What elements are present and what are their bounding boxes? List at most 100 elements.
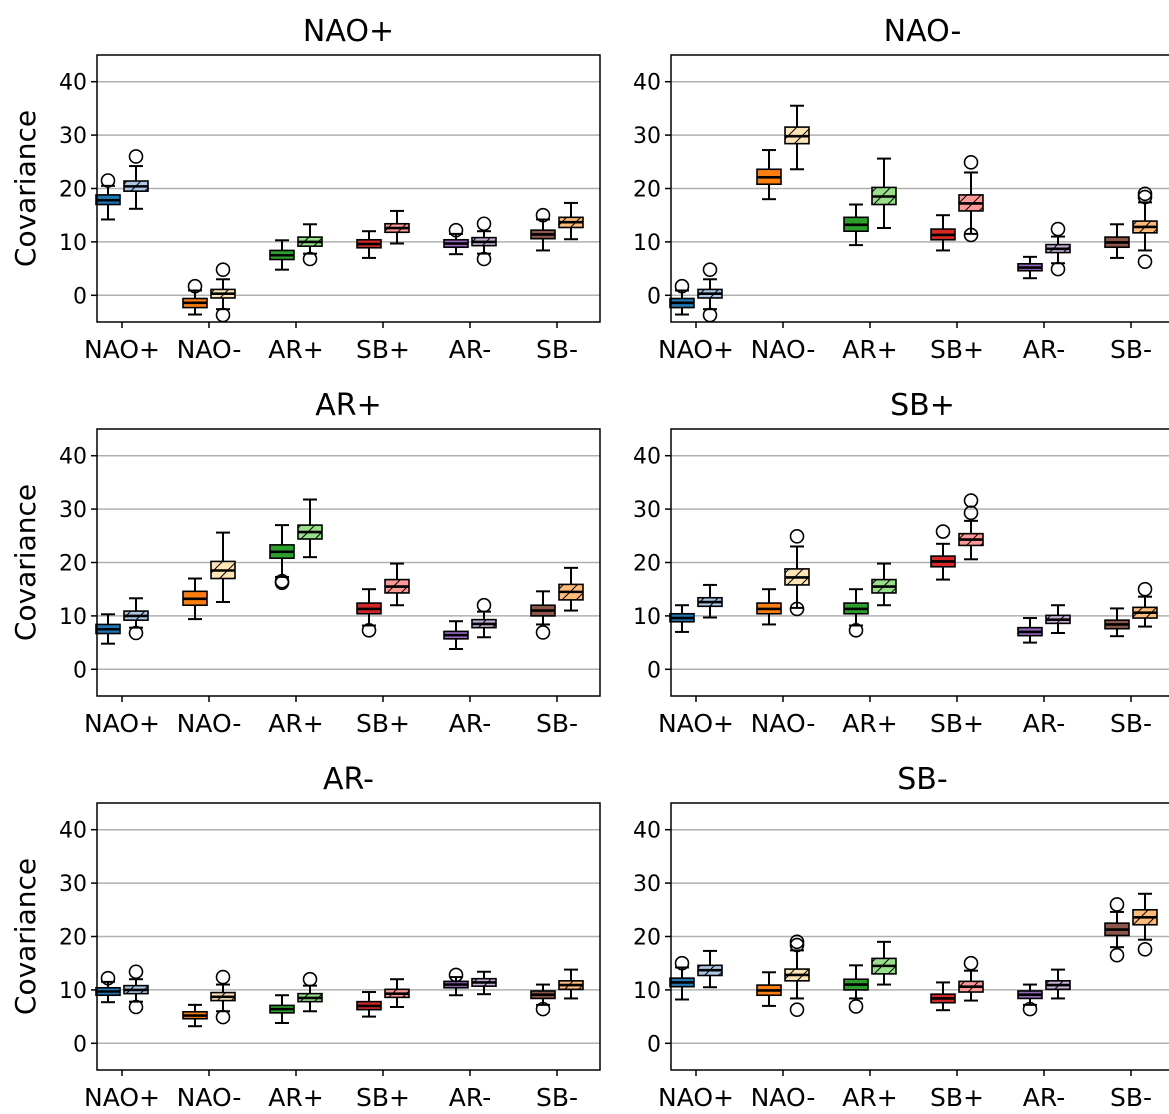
y-tick-label: 30 (633, 872, 661, 897)
box-SBminus-1 (530, 983, 556, 1017)
outlier-point (476, 251, 492, 267)
y-tick-label: 30 (59, 124, 87, 149)
box-ARplus-2 (297, 223, 323, 267)
outlier-point (448, 967, 464, 983)
panel-title: SB- (897, 762, 947, 797)
y-tick-label: 10 (59, 979, 87, 1004)
x-tick-label: SB+ (356, 1083, 410, 1112)
x-tick-label: NAO- (751, 709, 816, 738)
box-SBminus-1 (1104, 607, 1130, 638)
box-ARminus-2 (1045, 968, 1071, 1000)
box-NAOplus-1 (95, 173, 121, 221)
x-tick-label: NAO- (177, 709, 242, 738)
outlier-point (789, 934, 805, 950)
panel-5: AR- 0 10 20 30 40 Covariance NAO+ NAO- AR+ SB+ AR- S… (9, 762, 601, 1112)
x-tick-label: AR- (1023, 335, 1065, 364)
outlier-point (848, 623, 864, 638)
box-SBminus-2 (558, 201, 584, 241)
box-SBminus-1 (530, 207, 556, 252)
box-ARplus-1 (843, 203, 869, 247)
y-tick-label: 10 (633, 231, 661, 256)
x-tick-label: NAO+ (658, 1083, 734, 1112)
outlier-point (1022, 1001, 1038, 1017)
panel-6: SB- 0 10 20 30 40 NAO+ NAO- AR+ SB+ AR- SB- (633, 762, 1169, 1112)
outlier-point (535, 207, 551, 223)
y-tick-label: 20 (59, 552, 87, 577)
outlier-point (1137, 186, 1153, 202)
box-NAOminus-1 (182, 278, 208, 316)
box-SBminus-1 (1104, 223, 1130, 259)
y-tick-label: 40 (633, 71, 661, 96)
outlier-point (963, 155, 979, 170)
box-ARminus-2 (471, 216, 497, 267)
panel-title: SB+ (890, 388, 955, 423)
x-tick-label: SB+ (356, 709, 410, 738)
outlier-point (1050, 221, 1066, 237)
x-tick-label: AR- (449, 1083, 491, 1112)
panel-title: NAO- (884, 14, 962, 49)
plot-frame (670, 54, 1169, 323)
box-SBminus-2 (1132, 581, 1158, 628)
box-SBminus-2 (1132, 186, 1158, 269)
box-ARminus-2 (1045, 221, 1071, 277)
outlier-point (476, 216, 492, 232)
box-SBplus-2 (958, 493, 984, 561)
y-tick-label: 20 (59, 178, 87, 203)
x-tick-label: SB+ (356, 335, 410, 364)
y-tick-label: 20 (633, 926, 661, 951)
box-ARminus-1 (443, 967, 469, 997)
x-tick-label: NAO+ (84, 709, 160, 738)
plot-frame (96, 54, 601, 323)
outlier-point (1137, 942, 1153, 957)
box-NAOminus-1 (182, 577, 208, 621)
outlier-point (789, 529, 805, 544)
box-NAOplus-1 (95, 970, 121, 1004)
outlier-point (535, 625, 551, 640)
box-ARplus-2 (871, 940, 897, 986)
panel-4: SB+ 0 10 20 30 40 NAO+ NAO- AR+ SB+ AR- SB- (633, 388, 1169, 738)
box-NAOplus-1 (669, 278, 695, 316)
box-ARminus-1 (1017, 983, 1043, 1017)
y-tick-label: 40 (59, 819, 87, 844)
box-SBplus-2 (958, 155, 984, 243)
box-ARminus-1 (443, 222, 469, 256)
panel-1: NAO+ 0 10 20 30 40 Covariance NAO+ NAO- AR+ SB+ AR-… (9, 14, 601, 364)
x-tick-label: SB+ (930, 709, 984, 738)
x-tick-label: NAO- (751, 1083, 816, 1112)
box-NAOminus-2 (210, 531, 236, 604)
x-tick-label: AR+ (268, 1083, 323, 1112)
box-SBminus-2 (558, 968, 584, 1000)
x-tick-label: NAO+ (84, 335, 160, 364)
box-SBplus-1 (356, 991, 382, 1018)
box-ARminus-1 (443, 620, 469, 651)
outlier-point (128, 625, 144, 641)
box-NAOminus-2 (784, 529, 810, 617)
outlier-point (1109, 947, 1125, 963)
y-tick-label: 30 (59, 872, 87, 897)
outlier-point (302, 971, 318, 987)
outlier-point (100, 173, 116, 188)
plot-frame (670, 802, 1169, 1071)
box-SBplus-1 (356, 588, 382, 638)
x-tick-label: AR- (449, 335, 491, 364)
box-SBplus-2 (958, 955, 984, 1002)
outlier-point (1137, 189, 1153, 205)
box-NAOplus-2 (123, 964, 149, 1015)
outlier-point (702, 307, 718, 323)
box-SBplus-1 (930, 981, 956, 1012)
box-SBminus-1 (1104, 897, 1130, 963)
box-ARplus-2 (871, 562, 897, 607)
y-tick-label: 0 (73, 1032, 87, 1057)
y-axis-label: Covariance (9, 484, 42, 641)
x-tick-label: NAO+ (84, 1083, 160, 1112)
x-tick-label: SB+ (930, 1083, 984, 1112)
box-SBplus-1 (356, 230, 382, 259)
outlier-point (361, 623, 377, 638)
x-tick-label: NAO- (177, 1083, 242, 1112)
outlier-point (128, 149, 144, 164)
box-ARminus-2 (1045, 604, 1071, 634)
box-SBminus-1 (530, 590, 556, 640)
y-tick-label: 0 (647, 658, 661, 683)
x-tick-label: AR+ (842, 1083, 897, 1112)
